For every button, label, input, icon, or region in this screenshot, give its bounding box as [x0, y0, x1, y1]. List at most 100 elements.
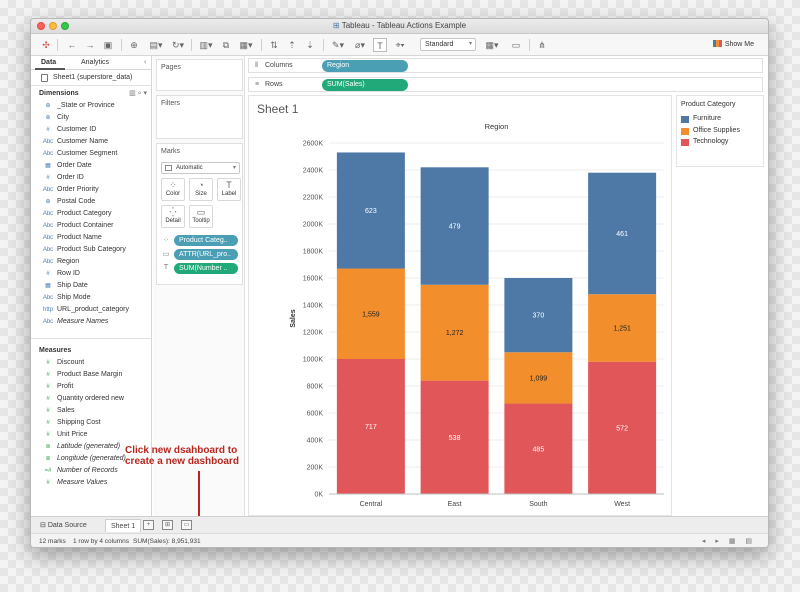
- dimension-field[interactable]: Abc Product Sub Category: [31, 244, 151, 256]
- new-chart-icon[interactable]: ▥▾: [199, 40, 213, 50]
- measure-field[interactable]: # Product Base Margin: [31, 369, 151, 381]
- dimension-field[interactable]: ▦ Ship Date: [31, 280, 151, 292]
- dimension-field[interactable]: Abc Measure Names: [31, 316, 151, 328]
- dimension-field[interactable]: Abc Region: [31, 256, 151, 268]
- number-icon: #: [46, 408, 50, 414]
- measure-field[interactable]: # Sales: [31, 405, 151, 417]
- new-story-icon[interactable]: ▭: [181, 520, 192, 530]
- legend-item[interactable]: Technology: [681, 137, 728, 147]
- tab-analytics[interactable]: Analytics: [81, 59, 110, 66]
- new-worksheet-icon[interactable]: +: [143, 520, 154, 530]
- redo-icon[interactable]: →: [85, 40, 95, 50]
- dimension-field[interactable]: http URL_product_category: [31, 304, 151, 316]
- number-icon: #: [46, 384, 50, 390]
- annotation-callout: Click new dsahboard to create a new dash…: [125, 445, 239, 467]
- dimension-field[interactable]: Abc Order Priority: [31, 184, 151, 196]
- swap-axes-icon[interactable]: ⇅: [270, 40, 278, 50]
- dimension-field[interactable]: # Row ID: [31, 268, 151, 280]
- view-area[interactable]: Sheet 1 0K 200K 400K 600K 800K 1000K 1200K 1400…: [248, 95, 672, 516]
- database-icon: [41, 74, 48, 82]
- group-members-icon[interactable]: ⌀▾: [355, 40, 365, 50]
- rows-pill-sum-sales[interactable]: SUM(Sales): [322, 79, 408, 91]
- tooltip-button[interactable]: ▭ Tooltip: [189, 205, 213, 228]
- measure-field[interactable]: # Profit: [31, 381, 151, 393]
- dimension-field[interactable]: ▦ Order Date: [31, 160, 151, 172]
- measure-field[interactable]: =# Number of Records: [31, 465, 151, 477]
- dimension-field[interactable]: # Order ID: [31, 172, 151, 184]
- stacked-bar-chart[interactable]: 0K 200K 400K 600K 800K 1000K 1200K 1400K 1600K 18…: [249, 96, 673, 517]
- tab-data-source[interactable]: ⊟ Data Source: [40, 522, 87, 529]
- marks-pill[interactable]: Product Categ..: [174, 235, 238, 246]
- new-dashboard-icon[interactable]: ⊞: [162, 520, 173, 530]
- measure-field[interactable]: # Unit Price: [31, 429, 151, 441]
- undo-icon[interactable]: ←: [67, 40, 77, 50]
- pages-card[interactable]: Pages: [156, 59, 243, 91]
- dimension-field[interactable]: Abc Product Category: [31, 208, 151, 220]
- navigation-icons[interactable]: ◂ ▸ ▦ ▤: [701, 538, 756, 545]
- show-mark-labels-icon[interactable]: T: [373, 38, 387, 52]
- presentation-mode-icon[interactable]: ▭: [511, 40, 521, 50]
- columns-pill-region[interactable]: Region: [322, 60, 408, 72]
- detail-button[interactable]: ⁛ Detail: [161, 205, 185, 228]
- size-button[interactable]: ◔ Size: [189, 178, 213, 201]
- measure-field[interactable]: # Quantity ordered new: [31, 393, 151, 405]
- sheet-title[interactable]: Sheet 1: [257, 102, 299, 116]
- save-icon[interactable]: ▣: [103, 40, 113, 50]
- search-icon[interactable]: ▥ ⌕ ▾: [129, 90, 147, 97]
- mark-type-select[interactable]: Automatic ▾: [161, 162, 240, 174]
- dimension-field[interactable]: Abc Product Container: [31, 220, 151, 232]
- measure-field[interactable]: # Shipping Cost: [31, 417, 151, 429]
- color-button[interactable]: ⁘ Color: [161, 178, 185, 201]
- duplicate-sheet-icon[interactable]: ⧉: [222, 40, 230, 50]
- database-icon: ⊟: [40, 522, 48, 529]
- number-icon: #: [46, 271, 50, 277]
- sort-ascending-icon[interactable]: ⇡: [288, 40, 296, 50]
- measure-field[interactable]: ⊕ Longitude (generated): [31, 453, 151, 465]
- measure-field[interactable]: ⊕ Latitude (generated): [31, 441, 151, 453]
- legend-item[interactable]: Furniture: [681, 114, 721, 124]
- marks-pill[interactable]: SUM(Number ..: [174, 263, 238, 274]
- tableau-window: ⊞ Tableau - Tableau Actions Example ✣ ← …: [30, 18, 769, 548]
- maximize-window-button[interactable]: [61, 22, 69, 30]
- minimize-window-button[interactable]: [49, 22, 57, 30]
- share-icon[interactable]: ⋔: [538, 40, 546, 50]
- sort-descending-icon[interactable]: ⇣: [306, 40, 314, 50]
- number-icon: #: [46, 127, 50, 133]
- color-legend: Product Category Furniture Office Supplie…: [676, 95, 764, 167]
- geo-icon: ⊕: [45, 103, 51, 109]
- tableau-logo-icon[interactable]: ✣: [42, 40, 50, 50]
- new-data-source-icon[interactable]: ⊕: [130, 40, 138, 50]
- dimension-field[interactable]: ⊕ Postal Code: [31, 196, 151, 208]
- clear-sheet-icon[interactable]: ▦▾: [239, 40, 253, 50]
- columns-shelf[interactable]: ⦀ Columns Region: [248, 58, 763, 73]
- measure-field[interactable]: # Discount: [31, 357, 151, 369]
- tab-data[interactable]: Data: [41, 59, 57, 66]
- measure-field[interactable]: # Measure Values: [31, 477, 151, 489]
- refresh-icon[interactable]: ↻▾: [171, 40, 185, 50]
- dimension-field[interactable]: Abc Customer Name: [31, 136, 151, 148]
- marks-pill[interactable]: ATTR(URL_pro..: [174, 249, 238, 260]
- show-me-button[interactable]: Show Me: [712, 40, 754, 48]
- measures-header: Measures: [39, 347, 72, 354]
- tab-sheet-1[interactable]: Sheet 1: [105, 519, 142, 532]
- label-button[interactable]: T Label: [217, 178, 241, 201]
- measure-field-label: Shipping Cost: [57, 419, 101, 426]
- dimension-field[interactable]: ⊕ City: [31, 112, 151, 124]
- dimension-field[interactable]: Abc Customer Segment: [31, 148, 151, 160]
- rows-shelf[interactable]: ≡ Rows SUM(Sales): [248, 77, 763, 92]
- collapse-pane-icon[interactable]: ‹: [144, 59, 147, 66]
- data-source-item[interactable]: Sheet1 (superstore_data): [31, 70, 151, 86]
- legend-item[interactable]: Office Supplies: [681, 126, 740, 136]
- fix-axes-icon[interactable]: ⌖▾: [395, 40, 405, 50]
- highlight-icon[interactable]: ✎▾: [331, 40, 345, 50]
- view-size-select[interactable]: Standard ▾: [420, 38, 476, 51]
- new-worksheet-icon[interactable]: ▤▾: [149, 40, 163, 50]
- filters-card[interactable]: Filters: [156, 95, 243, 139]
- close-window-button[interactable]: [37, 22, 45, 30]
- dimension-field[interactable]: Abc Ship Mode: [31, 292, 151, 304]
- dimension-field[interactable]: ⊕ _State or Province: [31, 100, 151, 112]
- measures-list: # Discount # Product Base Margin # Profit # Qua…: [31, 357, 151, 489]
- dimension-field[interactable]: Abc Product Name: [31, 232, 151, 244]
- show-cards-icon[interactable]: ▦▾: [485, 40, 499, 50]
- dimension-field[interactable]: # Customer ID: [31, 124, 151, 136]
